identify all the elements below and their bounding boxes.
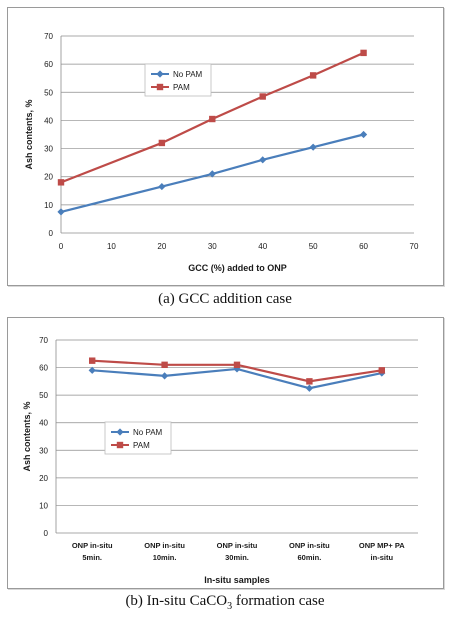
chart-a-xtick-label: 50	[309, 242, 318, 251]
chart-b-category-line: ONP in-situ	[144, 541, 185, 550]
chart-a-point-1	[309, 72, 317, 79]
legend-a-label-0: No PAM	[173, 70, 203, 79]
chart-b-category-line: 10min.	[153, 553, 177, 562]
chart-b-category-line: ONP in-situ	[72, 541, 113, 550]
chart-b-point-0	[161, 372, 169, 380]
caption-b-subscript: 3	[227, 601, 233, 612]
chart-b-point-0	[305, 384, 313, 392]
legend-b-marker-0	[116, 428, 124, 436]
chart-b-caption: (b) In-situ CaCO3 formation case	[0, 593, 450, 612]
chart-b-ytick-label: 50	[39, 391, 48, 400]
chart-a-point-0	[359, 130, 368, 139]
chart-b-category-line: ONP in-situ	[217, 541, 258, 550]
chart-a-xtick-label: 20	[157, 242, 166, 251]
chart-a-x-axis-title: GCC (%) added to ONP	[188, 263, 287, 273]
chart-b-y-axis-title: Ash contents, %	[22, 401, 32, 471]
chart-b-ytick-label: 40	[39, 419, 48, 428]
chart-a-y-axis-title: Ash contents, %	[24, 99, 34, 169]
chart-a-point-0	[158, 182, 166, 191]
chart-b-point-1	[306, 378, 313, 385]
chart-a-series-line-1	[60, 51, 365, 184]
chart-b-category-label: ONP in-situ 10min.	[144, 541, 185, 562]
chart-a-legend-box	[144, 63, 212, 97]
chart-b-point-1	[233, 361, 241, 369]
chart-a-legend: No PAM PAM	[144, 63, 212, 97]
chart-b-category-line: ONP MP+ PA	[359, 541, 405, 550]
chart-b-legend: No PAM PAM	[104, 421, 172, 455]
chart-a-xtick-label: 0	[59, 242, 64, 251]
caption-b-prefix: (b) In-situ CaCO	[125, 593, 228, 609]
chart-a-point-0	[309, 143, 317, 151]
legend-a-marker-1	[156, 83, 164, 91]
chart-b-panel: 0 10 20 30 40 50 60 70 ONP in-situ 5min. ONP in-si…	[7, 317, 444, 589]
chart-b-point-1	[89, 357, 96, 364]
chart-b-ytick-label: 10	[39, 501, 48, 510]
chart-b-ytick-label: 70	[39, 336, 48, 345]
chart-a-ytick-label: 20	[44, 173, 53, 182]
chart-a-xtick-label: 30	[208, 242, 217, 251]
chart-a-point-0	[208, 170, 216, 178]
chart-b-category-line: in-situ	[371, 553, 394, 562]
chart-a-ytick-label: 60	[44, 60, 53, 69]
chart-b-ytick-label: 0	[44, 529, 49, 538]
chart-a-xtick-label: 70	[410, 242, 419, 251]
caption-b-suffix: formation case	[232, 593, 325, 609]
chart-b-ytick-label: 20	[39, 474, 48, 483]
chart-b-point-1	[161, 361, 168, 369]
chart-a-point-0	[259, 156, 267, 164]
chart-b-x-axis-title: In-situ samples	[204, 575, 270, 585]
chart-a: 0 10 20 30 40 50 60 70 0 10 20 30 40 50 60 70 GCC (%) ad…	[24, 32, 419, 273]
chart-a-panel: 0 10 20 30 40 50 60 70 0 10 20 30 40 50 60 70 GCC (%) ad…	[7, 7, 444, 286]
legend-b-label-0: No PAM	[133, 428, 163, 437]
chart-b-category-line: 5min.	[82, 553, 102, 562]
chart-a-point-1	[360, 49, 367, 57]
chart-a-xtick-label: 60	[359, 242, 368, 251]
chart-b-point-1	[378, 367, 385, 374]
chart-a-point-1	[158, 139, 166, 147]
legend-a-marker-0	[156, 70, 164, 78]
chart-a-series-line-0	[60, 133, 364, 213]
legend-b-label-1: PAM	[133, 441, 150, 450]
chart-a-ytick-label: 40	[44, 116, 53, 125]
chart-a-ytick-label: 0	[49, 229, 54, 238]
chart-b-category-line: 30min.	[225, 553, 249, 562]
chart-a-xtick-label: 10	[107, 242, 116, 251]
chart-b-legend-box	[104, 421, 172, 455]
legend-b-marker-1	[116, 441, 124, 449]
chart-b-category-label: ONP in-situ 60min.	[289, 541, 330, 562]
chart-a-point-1	[57, 179, 65, 186]
chart-b-category-label: ONP MP+ PA in-situ	[359, 541, 405, 562]
chart-b-ytick-label: 60	[39, 364, 48, 373]
chart-a-xtick-label: 40	[258, 242, 267, 251]
chart-a-ytick-label: 30	[44, 145, 53, 154]
chart-a-caption: (a) GCC addition case	[158, 291, 292, 307]
chart-b-category-label: ONP in-situ 5min.	[72, 541, 113, 562]
chart-a-ytick-label: 70	[44, 32, 53, 41]
chart-a-point-0	[57, 208, 65, 216]
chart-b-category-line: 60min.	[298, 553, 322, 562]
chart-b-category-label: ONP in-situ 30min.	[217, 541, 258, 562]
chart-a-point-1	[259, 93, 266, 100]
chart-b-ytick-label: 30	[39, 446, 48, 455]
legend-a-label-1: PAM	[173, 83, 190, 92]
chart-a-ytick-label: 10	[44, 201, 53, 210]
chart-a-point-1	[209, 115, 216, 123]
chart-b-category-line: ONP in-situ	[289, 541, 330, 550]
chart-a-ytick-label: 50	[44, 88, 53, 97]
